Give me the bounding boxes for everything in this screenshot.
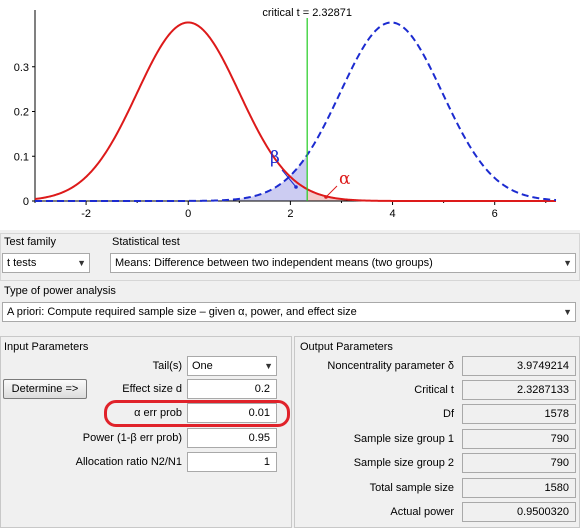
statistical-test-value: Means: Difference between two independen… [115, 257, 433, 269]
power-analysis-select[interactable]: A priori: Compute required sample size –… [2, 302, 576, 322]
actual-power-label: Actual power [390, 506, 454, 518]
power-label: Power (1-β err prob) [82, 432, 182, 444]
critical-t-label: Critical t [414, 384, 454, 396]
power-field[interactable]: 0.95 [187, 428, 277, 448]
tails-label: Tail(s) [152, 360, 182, 372]
test-family-value: t tests [7, 257, 37, 269]
power-analysis-value: A priori: Compute required sample size –… [7, 306, 357, 318]
y-tick-label: 0.1 [14, 151, 29, 163]
x-tick-label: -2 [81, 208, 91, 220]
test-family-label: Test family [4, 236, 56, 248]
sample-size-group2-label: Sample size group 2 [353, 457, 454, 469]
total-sample-size-label: Total sample size [369, 482, 454, 494]
sample-size-group1-value: 790 [462, 429, 576, 449]
x-tick-label: 2 [287, 208, 293, 220]
test-family-select[interactable]: t tests ▼ [2, 253, 90, 273]
ncp-label: Noncentrality parameter δ [327, 360, 454, 372]
effect-size-label: Effect size d [122, 383, 182, 395]
alpha-area [307, 189, 556, 201]
alpha-pointer [325, 185, 338, 198]
critical-t-value: 2.3287133 [462, 380, 576, 400]
statistical-test-select[interactable]: Means: Difference between two independen… [110, 253, 576, 273]
beta-label: β [270, 148, 280, 168]
allocation-ratio-label: Allocation ratio N2/N1 [75, 456, 182, 468]
allocation-ratio-field[interactable]: 1 [187, 452, 277, 472]
chevron-down-icon: ▼ [264, 361, 273, 371]
alpha-err-prob-label: α err prob [134, 407, 182, 419]
beta-pointer-dot [294, 185, 298, 189]
distribution-plot: 0 0.1 0.2 0.3 -2 0 2 4 6 critical t = 2.32871 β α [0, 0, 580, 230]
actual-power-value: 0.9500320 [462, 502, 576, 522]
y-tick-label: 0.2 [14, 107, 29, 119]
sample-size-group1-label: Sample size group 1 [353, 433, 454, 445]
chevron-down-icon: ▼ [77, 258, 86, 268]
tails-value: One [192, 360, 213, 372]
effect-size-field[interactable]: 0.2 [187, 379, 277, 399]
x-tick-label: 6 [492, 208, 498, 220]
alpha-pointer-dot [324, 195, 328, 199]
y-tick-label: 0.3 [14, 62, 29, 74]
x-tick-label: 0 [185, 208, 191, 220]
statistical-test-label: Statistical test [112, 236, 180, 248]
chevron-down-icon: ▼ [563, 307, 572, 317]
sample-size-group2-value: 790 [462, 453, 576, 473]
output-parameters-title: Output Parameters [300, 341, 393, 353]
df-value: 1578 [462, 404, 576, 424]
h0-curve [34, 21, 556, 202]
chevron-down-icon: ▼ [563, 258, 572, 268]
plot-title: critical t = 2.32871 [262, 7, 352, 19]
alpha-err-prob-field[interactable]: 0.01 [187, 403, 277, 423]
beta-area [35, 154, 308, 201]
beta-pointer [281, 169, 297, 188]
h1-curve [35, 21, 557, 202]
y-tick-label: 0 [23, 196, 29, 208]
alpha-label: α [339, 169, 351, 189]
input-parameters-title: Input Parameters [4, 341, 89, 353]
determine-button[interactable]: Determine => [3, 379, 87, 399]
tails-select[interactable]: One ▼ [187, 356, 277, 376]
x-tick-label: 4 [389, 208, 395, 220]
alpha-highlight-annotation [104, 400, 290, 427]
distribution-plot-svg: 0 0.1 0.2 0.3 -2 0 2 4 6 critical t = 2.32871 β α [14, 7, 557, 220]
ncp-value: 3.9749214 [462, 356, 576, 376]
df-label: Df [443, 408, 454, 420]
total-sample-size-value: 1580 [462, 478, 576, 498]
power-analysis-label: Type of power analysis [4, 285, 116, 297]
